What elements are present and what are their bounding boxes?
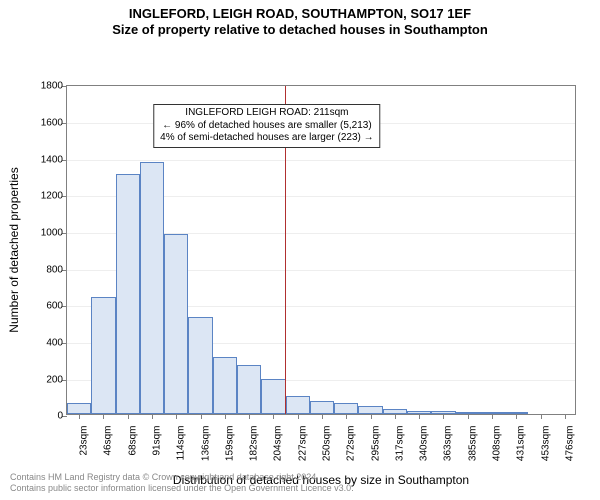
y-axis-label: Number of detached properties	[7, 167, 21, 332]
x-tick-label: 453sqm	[540, 426, 551, 462]
footer-line2: Contains public sector information licen…	[10, 483, 354, 494]
x-tick-mark	[225, 414, 226, 419]
x-tick-mark	[201, 414, 202, 419]
x-tick-label: 431sqm	[516, 426, 527, 462]
grid-line	[67, 160, 575, 161]
x-tick-mark	[492, 414, 493, 419]
y-tick-label: 1200	[41, 191, 67, 202]
footer-attribution: Contains HM Land Registry data © Crown c…	[10, 472, 354, 495]
y-tick-label: 600	[46, 301, 67, 312]
x-tick-label: 136sqm	[200, 426, 211, 462]
chart-title-line1: INGLEFORD, LEIGH ROAD, SOUTHAMPTON, SO17…	[0, 6, 600, 22]
annotation-line: INGLEFORD LEIGH ROAD: 211sqm	[160, 107, 373, 120]
x-tick-mark	[516, 414, 517, 419]
histogram-bar	[188, 317, 212, 414]
x-tick-label: 159sqm	[224, 426, 235, 462]
x-tick-mark	[541, 414, 542, 419]
plot-area: 02004006008001000120014001600180023sqm46…	[66, 85, 576, 415]
x-tick-label: 385sqm	[467, 426, 478, 462]
histogram-bar	[358, 406, 382, 414]
x-tick-mark	[273, 414, 274, 419]
x-tick-label: 182sqm	[249, 426, 260, 462]
histogram-bar	[140, 162, 164, 414]
x-tick-mark	[298, 414, 299, 419]
histogram-bar	[261, 379, 285, 414]
histogram-bar	[67, 403, 91, 414]
footer-line1: Contains HM Land Registry data © Crown c…	[10, 472, 354, 483]
histogram-bar	[310, 401, 334, 414]
x-tick-mark	[249, 414, 250, 419]
annotation-line: ← 96% of detached houses are smaller (5,…	[160, 120, 373, 133]
x-tick-mark	[322, 414, 323, 419]
histogram-bar	[237, 365, 261, 415]
histogram-bar	[334, 403, 358, 414]
x-tick-label: 46sqm	[103, 426, 114, 456]
x-tick-label: 363sqm	[443, 426, 454, 462]
y-tick-label: 1800	[41, 81, 67, 92]
y-tick-label: 200	[46, 374, 67, 385]
x-tick-label: 68sqm	[127, 426, 138, 456]
x-tick-label: 227sqm	[297, 426, 308, 462]
x-tick-label: 476sqm	[564, 426, 575, 462]
x-tick-label: 340sqm	[419, 426, 430, 462]
histogram-bar	[286, 396, 310, 414]
x-tick-label: 408sqm	[492, 426, 503, 462]
x-tick-mark	[443, 414, 444, 419]
histogram-bar	[116, 174, 140, 414]
annotation-line: 4% of semi-detached houses are larger (2…	[160, 132, 373, 145]
histogram-bar	[213, 357, 237, 414]
x-tick-mark	[79, 414, 80, 419]
annotation-box: INGLEFORD LEIGH ROAD: 211sqm← 96% of det…	[153, 104, 380, 148]
x-tick-mark	[395, 414, 396, 419]
y-tick-label: 800	[46, 264, 67, 275]
x-tick-label: 114sqm	[176, 426, 187, 461]
x-tick-mark	[346, 414, 347, 419]
x-tick-mark	[371, 414, 372, 419]
y-tick-label: 1400	[41, 154, 67, 165]
chart-title: INGLEFORD, LEIGH ROAD, SOUTHAMPTON, SO17…	[0, 0, 600, 37]
x-tick-mark	[419, 414, 420, 419]
x-tick-label: 91sqm	[152, 426, 163, 456]
x-tick-mark	[128, 414, 129, 419]
x-tick-label: 250sqm	[322, 426, 333, 462]
x-tick-mark	[103, 414, 104, 419]
x-tick-label: 272sqm	[346, 426, 357, 462]
x-tick-label: 204sqm	[273, 426, 284, 462]
chart-title-line2: Size of property relative to detached ho…	[0, 22, 600, 38]
y-tick-label: 400	[46, 337, 67, 348]
y-tick-label: 1000	[41, 227, 67, 238]
x-tick-label: 317sqm	[394, 426, 405, 462]
histogram-bar	[164, 234, 188, 415]
x-tick-mark	[468, 414, 469, 419]
histogram-bar	[91, 297, 115, 414]
x-tick-mark	[565, 414, 566, 419]
x-tick-label: 23sqm	[79, 426, 90, 456]
x-tick-mark	[152, 414, 153, 419]
x-tick-mark	[176, 414, 177, 419]
y-tick-label: 1600	[41, 117, 67, 128]
y-tick-label: 0	[57, 411, 67, 422]
x-tick-label: 295sqm	[370, 426, 381, 462]
